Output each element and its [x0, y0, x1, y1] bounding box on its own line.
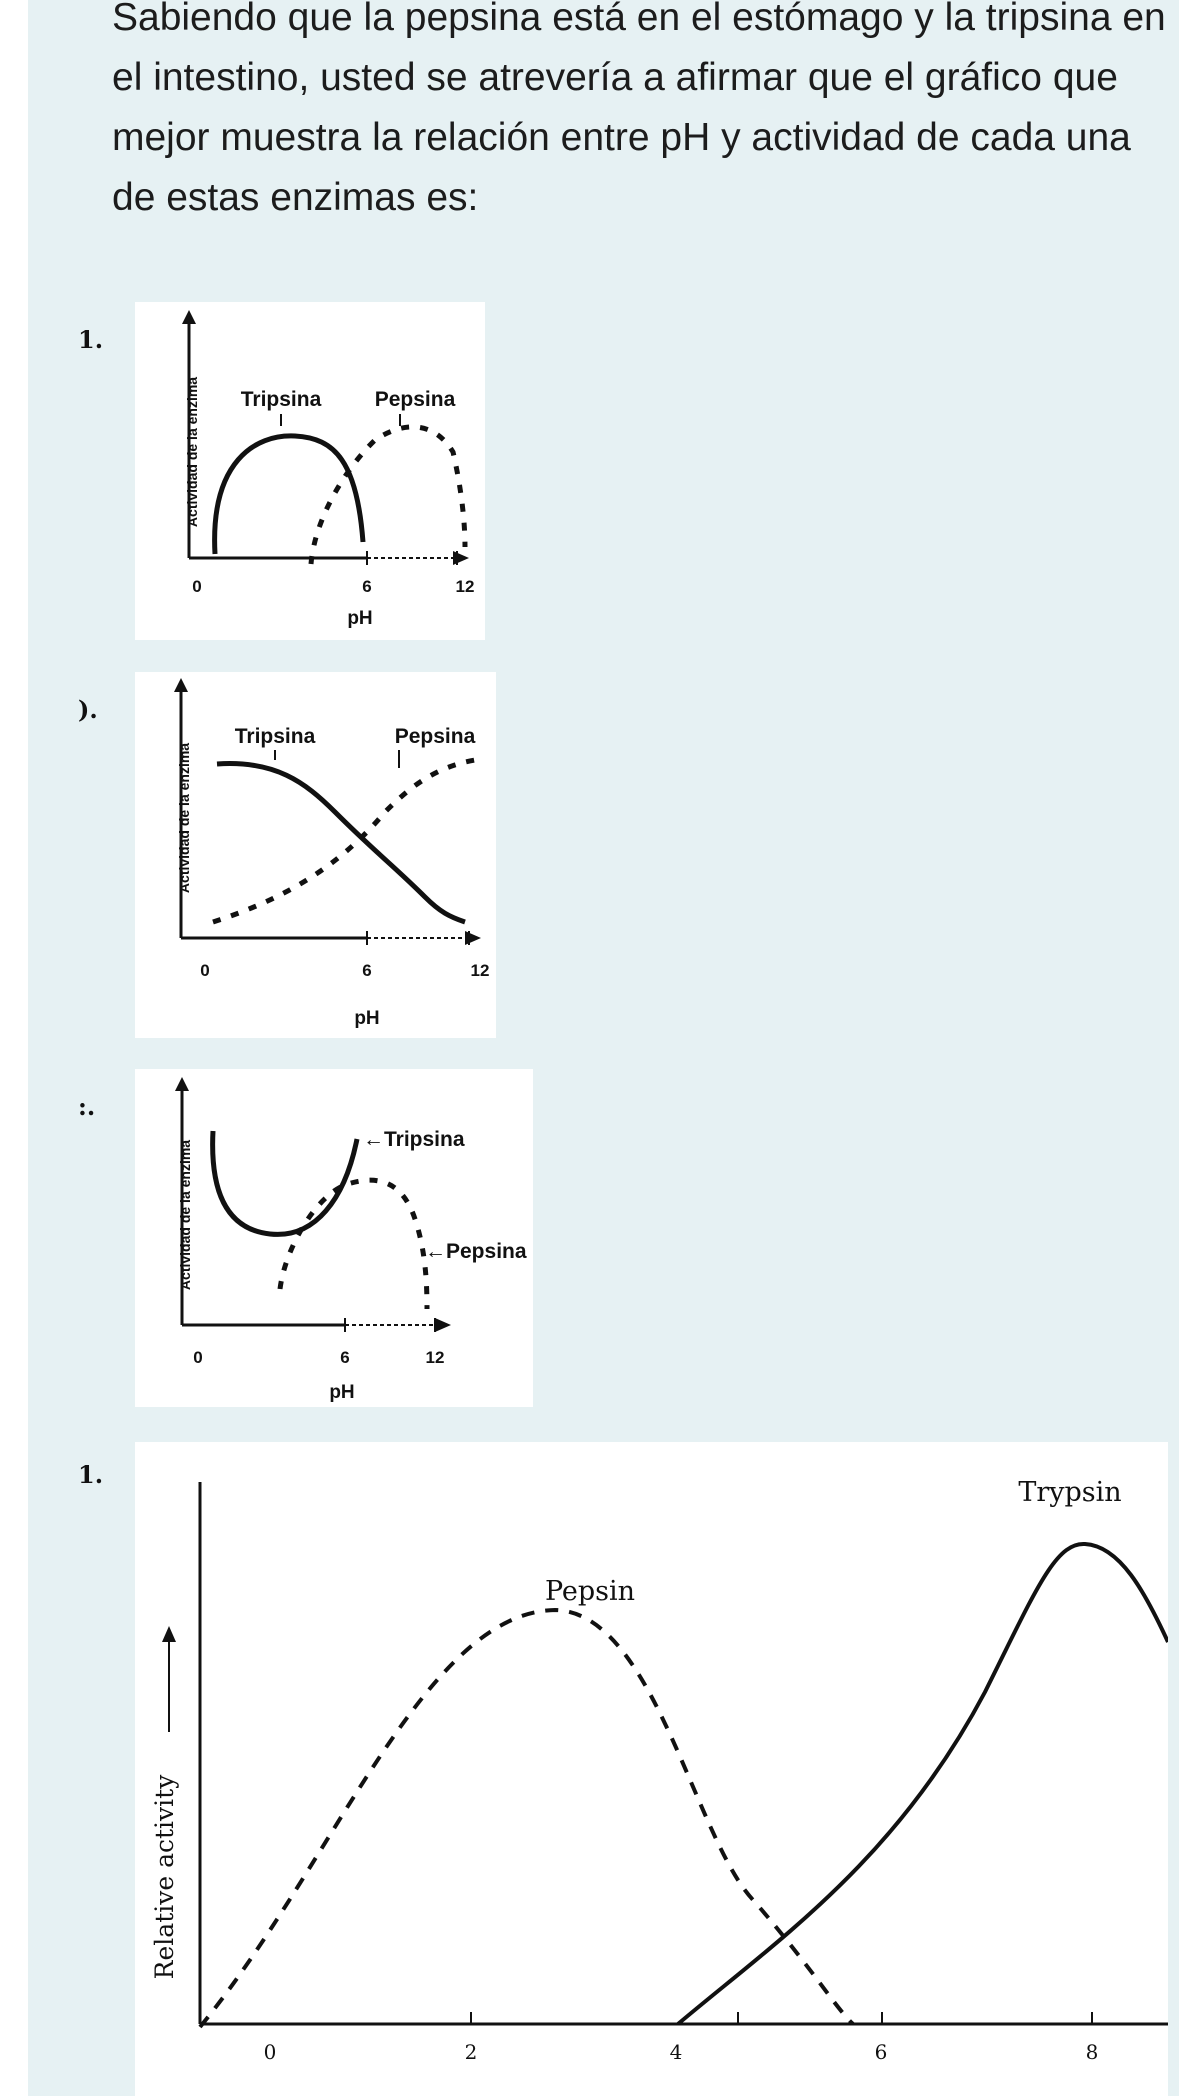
- x-axis-arrow: [435, 1318, 451, 1332]
- tick-label: 6: [875, 2040, 888, 2064]
- tick-label: 12: [471, 961, 490, 980]
- graph-b-svg: Actividad de la enzima 0 6 12 pH Tripsin…: [174, 678, 490, 1029]
- tripsina-curve: [216, 761, 466, 925]
- trypsin-curve: [676, 1541, 1168, 2026]
- tick-label: 6: [362, 961, 371, 980]
- option-b-label[interactable]: ).: [78, 695, 98, 724]
- graph-a-svg: Actividad de la enzima 0 6 12 pH Tripsin…: [182, 310, 475, 629]
- graph-d-svg: Relative activity 0 2 4 6 8 Trypsin Peps…: [150, 1477, 1168, 2064]
- option-d-graph[interactable]: Relative activity 0 2 4 6 8 Trypsin Peps…: [135, 1442, 1168, 2096]
- tripsina-curve: [212, 433, 366, 555]
- series-label-tripsina: Tripsina: [235, 725, 316, 748]
- graph-c-svg: Actividad de la enzima 0 6 12 pH ←Tripsi…: [175, 1077, 527, 1403]
- pepsina-curve: [308, 424, 468, 565]
- y-axis-label: Actividad de la enzima: [184, 377, 200, 527]
- x-axis-arrow: [465, 931, 481, 945]
- option-b-graph[interactable]: Actividad de la enzima 0 6 12 pH Tripsin…: [135, 672, 496, 1038]
- question-panel: Sabiendo que la pepsina está en el estóm…: [28, 0, 1179, 2096]
- tick-label: 0: [200, 961, 209, 980]
- series-label-trypsin: Trypsin: [1018, 1477, 1121, 1508]
- y-axis-direction-arrow: [162, 1626, 176, 1642]
- pepsina-curve: [277, 1177, 430, 1310]
- option-d-label[interactable]: 1.: [78, 1460, 104, 1489]
- series-label-pepsin: Pepsin: [545, 1576, 635, 1607]
- tick-label: 0: [193, 1348, 202, 1367]
- pepsina-curve: [212, 757, 476, 925]
- tick-label: 12: [456, 577, 475, 596]
- x-axis-arrow: [453, 551, 469, 565]
- y-axis-arrow: [182, 310, 196, 324]
- x-axis-label: pH: [354, 1008, 379, 1029]
- tick-label: 12: [426, 1348, 445, 1367]
- tripsina-curve: [210, 1130, 360, 1237]
- option-c-label[interactable]: :.: [78, 1092, 96, 1121]
- y-axis-arrow: [174, 678, 188, 692]
- tick-label: 0: [192, 577, 201, 596]
- series-label-tripsina: Tripsina: [241, 388, 322, 411]
- series-label-pepsina: ←Pepsina: [425, 1240, 527, 1263]
- series-label-tripsina: ←Tripsina: [363, 1128, 465, 1151]
- series-label-pepsina: Pepsina: [395, 725, 476, 748]
- option-a-graph[interactable]: Actividad de la enzima 0 6 12 pH Tripsin…: [135, 302, 485, 640]
- series-label-pepsina: Pepsina: [375, 388, 456, 411]
- x-axis-label: pH: [329, 1382, 354, 1403]
- tick-label: 0: [264, 2040, 277, 2064]
- tick-label: 2: [465, 2040, 478, 2064]
- pepsin-curve: [198, 1607, 855, 2029]
- y-axis-arrow: [175, 1077, 189, 1091]
- tick-label: 6: [340, 1348, 349, 1367]
- y-axis-label: Actividad de la enzima: [177, 1140, 193, 1290]
- tick-label: 4: [670, 2040, 683, 2064]
- question-text: Sabiendo que la pepsina está en el estóm…: [112, 0, 1166, 219]
- tick-label: 8: [1086, 2040, 1099, 2064]
- y-axis-label: Relative activity: [150, 1774, 179, 1980]
- option-c-graph[interactable]: Actividad de la enzima 0 6 12 pH ←Tripsi…: [135, 1069, 533, 1407]
- tick-label: 6: [362, 577, 371, 596]
- x-axis-label: pH: [347, 608, 372, 629]
- y-axis-label: Actividad de la enzima: [176, 743, 192, 893]
- option-a-label[interactable]: 1.: [78, 325, 104, 354]
